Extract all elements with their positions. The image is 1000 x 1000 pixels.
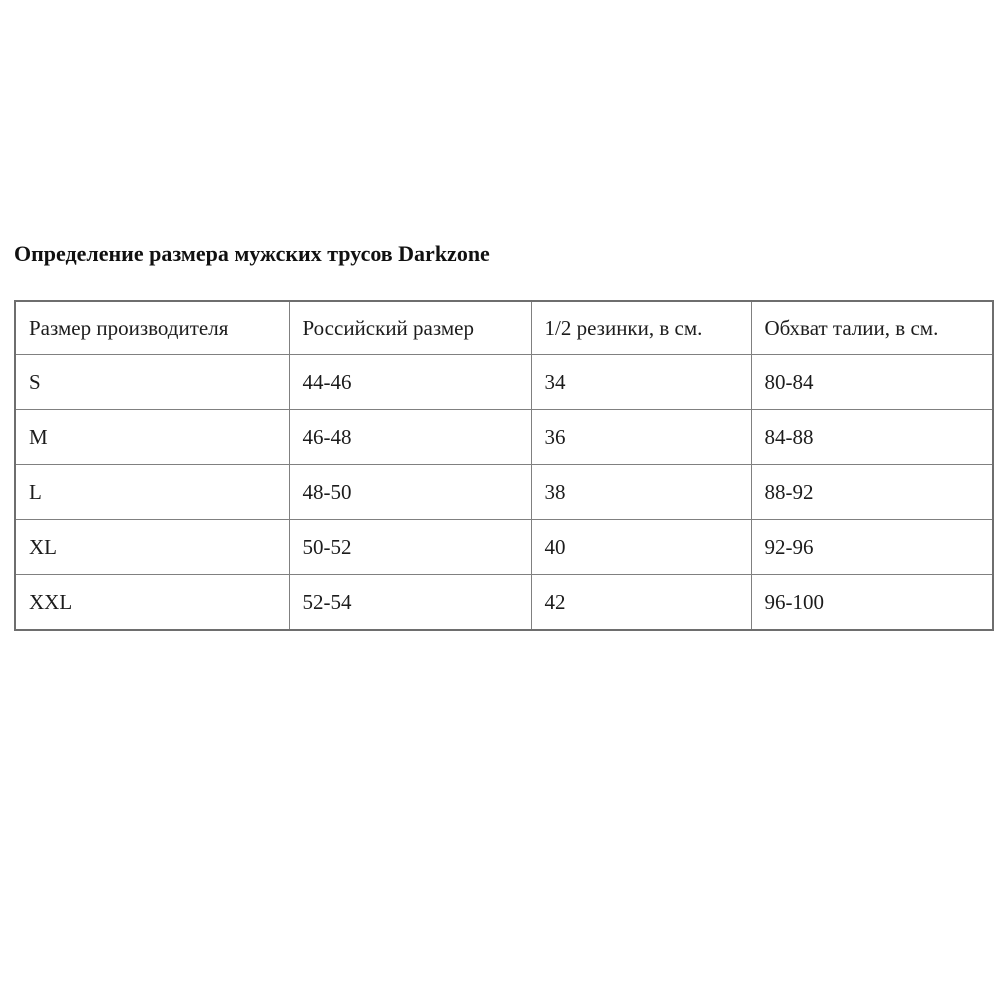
cell-russian-size: 46-48 <box>288 409 532 465</box>
cell-size: XXL <box>14 574 290 631</box>
cell-half-elastic: 40 <box>530 519 752 575</box>
header-cell-russian-size: Российский размер <box>288 300 532 355</box>
cell-waist: 96-100 <box>750 574 994 631</box>
cell-waist: 92-96 <box>750 519 994 575</box>
cell-russian-size: 52-54 <box>288 574 532 631</box>
cell-size: XL <box>14 519 290 575</box>
cell-half-elastic: 38 <box>530 464 752 520</box>
cell-waist: 84-88 <box>750 409 994 465</box>
table-row: L 48-50 38 88-92 <box>14 464 994 520</box>
cell-waist: 88-92 <box>750 464 994 520</box>
cell-russian-size: 48-50 <box>288 464 532 520</box>
table-row: XL 50-52 40 92-96 <box>14 519 994 575</box>
table-row: M 46-48 36 84-88 <box>14 409 994 465</box>
cell-size: L <box>14 464 290 520</box>
cell-size: S <box>14 354 290 410</box>
cell-half-elastic: 34 <box>530 354 752 410</box>
cell-size: M <box>14 409 290 465</box>
header-cell-half-elastic: 1/2 резинки, в см. <box>530 300 752 355</box>
size-chart-table: Размер производителя Российский размер 1… <box>14 300 994 631</box>
cell-russian-size: 50-52 <box>288 519 532 575</box>
page-title: Определение размера мужских трусов Darkz… <box>14 241 490 266</box>
cell-russian-size: 44-46 <box>288 354 532 410</box>
header-cell-waist: Обхват талии, в см. <box>750 300 994 355</box>
cell-waist: 80-84 <box>750 354 994 410</box>
cell-half-elastic: 36 <box>530 409 752 465</box>
table-header-row: Размер производителя Российский размер 1… <box>14 300 994 355</box>
cell-half-elastic: 42 <box>530 574 752 631</box>
table-row: S 44-46 34 80-84 <box>14 354 994 410</box>
table-row: XXL 52-54 42 96-100 <box>14 574 994 631</box>
header-cell-manufacturer-size: Размер производителя <box>14 300 290 355</box>
